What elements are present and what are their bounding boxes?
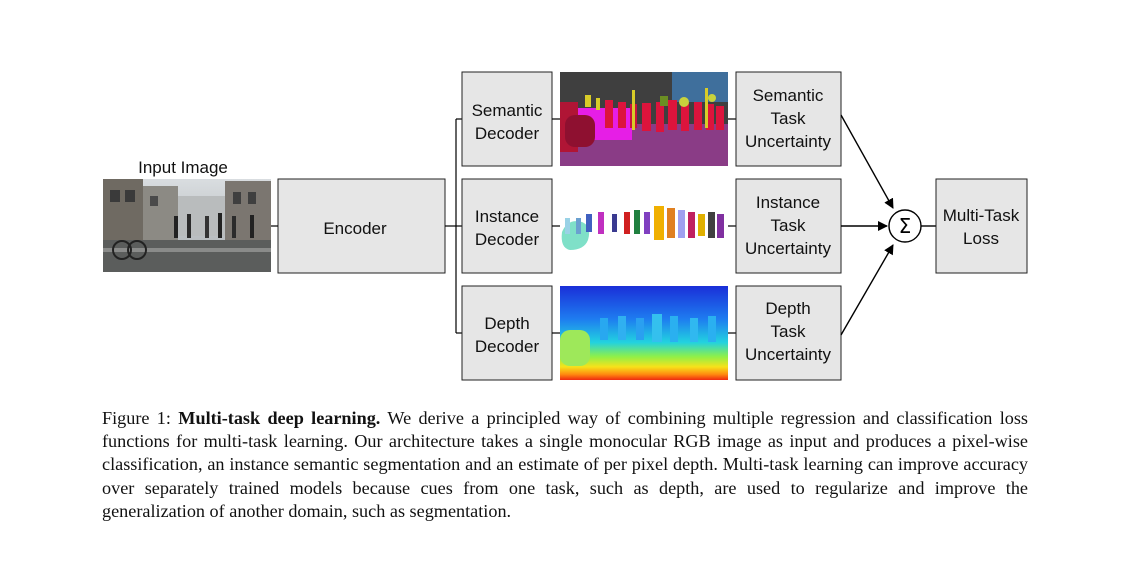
caption-title: Multi-task deep learning. bbox=[178, 408, 381, 428]
depth-decoder-box bbox=[461, 285, 553, 381]
instance-decoder-label-2: Decoder bbox=[475, 230, 540, 249]
instance-uncertainty-box bbox=[735, 178, 842, 274]
architecture-diagram: Input Image Encoder Semantic D bbox=[103, 71, 1028, 381]
semantic-uncertainty-line1: Semantic bbox=[753, 86, 824, 105]
sum-node bbox=[888, 209, 922, 243]
figure-caption: Figure 1: Multi-task deep learning. We d… bbox=[102, 407, 1028, 523]
loss-label-line1: Multi-Task bbox=[943, 206, 1020, 225]
semantic-uncertainty-line3: Uncertainty bbox=[745, 132, 831, 151]
depth-decoder-label: Depth bbox=[484, 314, 529, 333]
instance-decoder-label: Instance bbox=[475, 207, 539, 226]
semantic-uncertainty-box bbox=[735, 71, 842, 167]
sigma-icon: Σ bbox=[899, 214, 912, 238]
semantic-decoder-label-2: Decoder bbox=[475, 124, 540, 143]
decoder-output-connectors bbox=[552, 118, 736, 334]
depth-uncertainty-box bbox=[735, 285, 842, 381]
semantic-decoder-label: Semantic bbox=[472, 101, 543, 120]
loss-label-line2: Loss bbox=[963, 229, 999, 248]
instance-uncertainty-line1: Instance bbox=[756, 193, 820, 212]
caption-label: Figure 1: bbox=[102, 408, 171, 428]
depth-output-image bbox=[560, 286, 728, 380]
instance-uncertainty-line3: Uncertainty bbox=[745, 239, 831, 258]
semantic-output-image bbox=[560, 72, 728, 166]
sum-arrows bbox=[840, 114, 936, 336]
multi-task-loss-box bbox=[935, 178, 1028, 274]
depth-uncertainty-line1: Depth bbox=[765, 299, 810, 318]
input-image bbox=[103, 179, 271, 272]
depth-uncertainty-line3: Uncertainty bbox=[745, 345, 831, 364]
depth-uncertainty-line2: Task bbox=[771, 322, 806, 341]
depth-decoder-label-2: Decoder bbox=[475, 337, 540, 356]
caption-body: We derive a principled way of combining … bbox=[102, 408, 1029, 521]
semantic-uncertainty-line2: Task bbox=[771, 109, 806, 128]
instance-decoder-box bbox=[461, 178, 553, 274]
input-image-label: Input Image bbox=[138, 158, 228, 177]
encoder-label: Encoder bbox=[323, 219, 387, 238]
instance-output-image bbox=[560, 179, 728, 273]
instance-uncertainty-line2: Task bbox=[771, 216, 806, 235]
encoder-connectors bbox=[271, 118, 462, 334]
